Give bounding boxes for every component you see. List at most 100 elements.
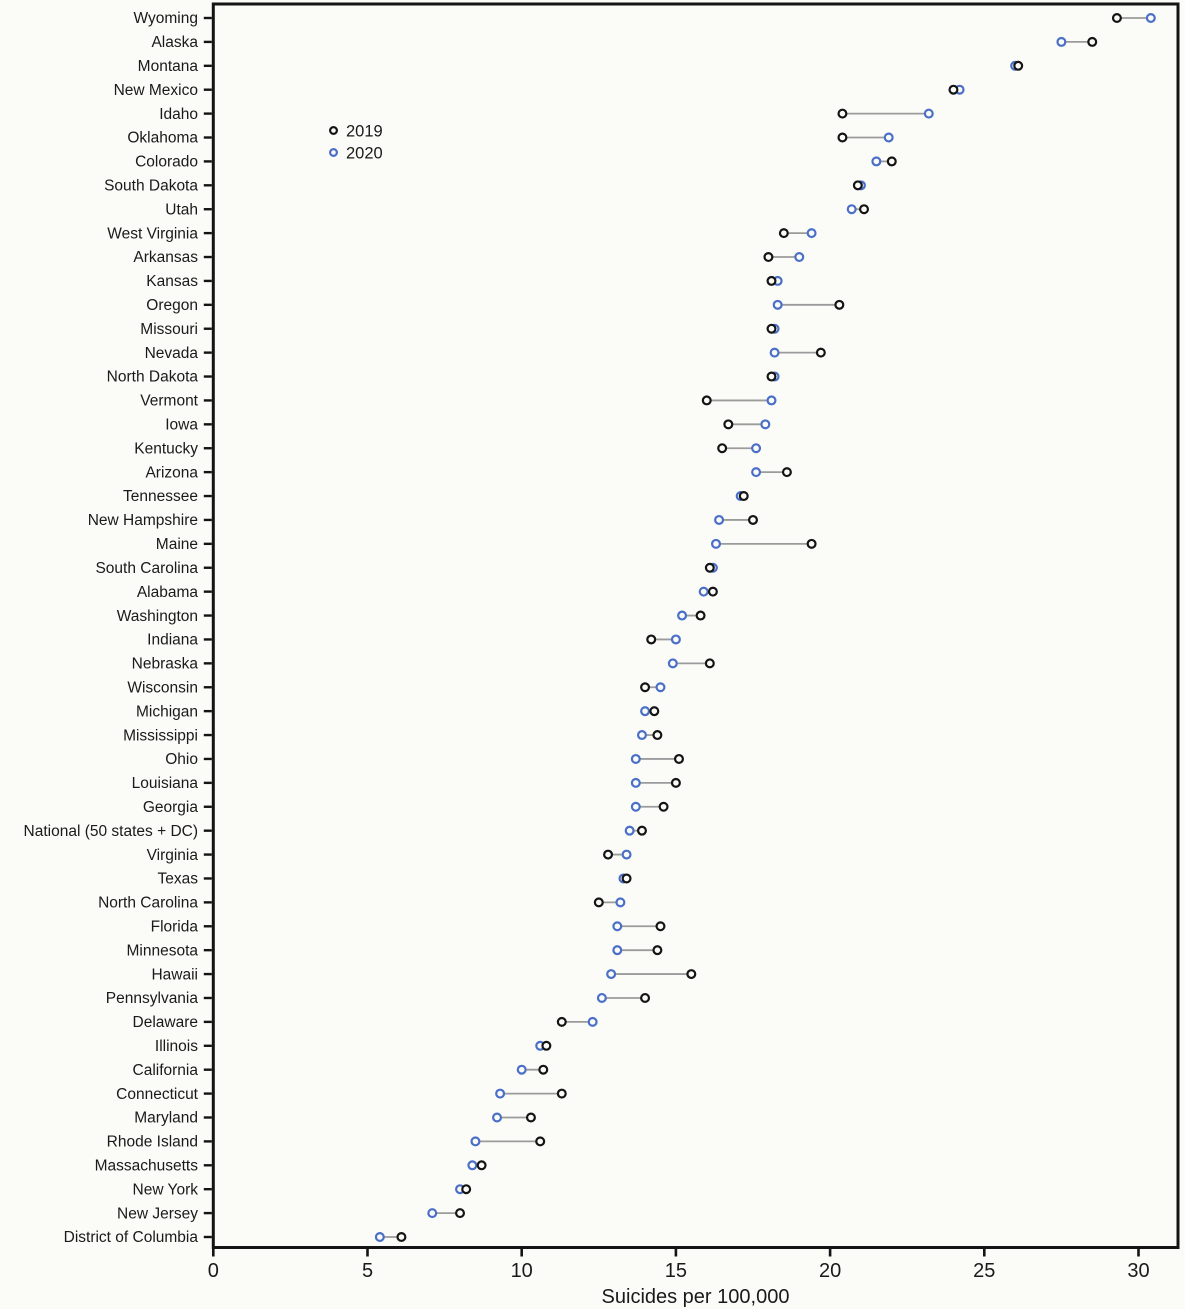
- dot-2020: [615, 897, 626, 908]
- chart-row: Kentucky: [134, 440, 762, 457]
- category-label: Michigan: [136, 703, 198, 720]
- dot-2020: [766, 395, 777, 406]
- chart-row: Iowa: [165, 417, 771, 434]
- chart-row: Maine: [156, 536, 817, 553]
- dot-2020: [846, 204, 857, 215]
- dot-2020: [624, 825, 635, 836]
- chart-row: Nevada: [145, 345, 826, 362]
- chart-row: Hawaii: [151, 966, 697, 983]
- category-label: Massachusetts: [95, 1157, 199, 1174]
- chart-row: Michigan: [136, 703, 660, 720]
- dot-2019: [806, 538, 817, 549]
- category-label: Arkansas: [133, 249, 198, 266]
- dot-2019: [778, 228, 789, 239]
- dot-2019: [652, 730, 663, 741]
- category-label: Maine: [156, 536, 198, 553]
- dot-2019: [640, 992, 651, 1003]
- category-label: National (50 states + DC): [24, 823, 198, 840]
- chart-row: North Carolina: [98, 895, 626, 912]
- x-tick-label: 30: [1127, 1260, 1149, 1282]
- chart-row: Colorado: [135, 154, 897, 171]
- dot-2019: [603, 849, 614, 860]
- chart-row: Rhode Island: [107, 1134, 546, 1151]
- chart-row: Wyoming: [134, 10, 1156, 27]
- chart-row: Maryland: [134, 1110, 536, 1127]
- dot-2020: [495, 1088, 506, 1099]
- category-label: Iowa: [165, 417, 198, 434]
- dot-2020: [1056, 36, 1067, 47]
- dot-2020: [698, 586, 709, 597]
- dot-2019: [837, 132, 848, 143]
- category-label: Kansas: [146, 273, 198, 290]
- chart-row: Arkansas: [133, 249, 805, 266]
- dot-2020: [612, 921, 623, 932]
- chart-row: Arizona: [145, 464, 792, 481]
- category-label: Nevada: [145, 345, 199, 362]
- dot-2019: [834, 299, 845, 310]
- x-tick-label: 0: [208, 1260, 219, 1282]
- category-label: New York: [133, 1181, 199, 1198]
- chart-row: Missouri: [140, 321, 780, 338]
- category-label: Louisiana: [132, 775, 199, 792]
- dot-2020: [630, 753, 641, 764]
- dot-2019: [948, 84, 959, 95]
- chart-row: California: [133, 1062, 549, 1079]
- dot-2019: [1013, 60, 1024, 71]
- plot-border: [211, 2, 1180, 1249]
- dot-2019: [525, 1112, 536, 1123]
- dot-2019: [476, 1160, 487, 1171]
- legend-label-2019: 2019: [346, 123, 383, 141]
- chart-row: Idaho: [159, 106, 934, 123]
- dot-2019: [396, 1232, 407, 1243]
- category-label: Virginia: [147, 847, 199, 864]
- chart-row: Connecticut: [116, 1086, 567, 1103]
- category-label: Minnesota: [126, 942, 198, 959]
- dot-2019: [707, 586, 718, 597]
- dot-2019: [670, 777, 681, 788]
- dot-2020: [760, 419, 771, 430]
- chart-row: South Carolina: [95, 560, 718, 577]
- dot-2019: [538, 1064, 549, 1075]
- category-label: Utah: [165, 201, 198, 218]
- dot-2019: [621, 873, 632, 884]
- chart-row: Virginia: [147, 847, 632, 864]
- chart-row: Florida: [151, 918, 666, 935]
- category-label: District of Columbia: [64, 1229, 199, 1246]
- x-axis-title: Suicides per 100,000: [602, 1286, 790, 1308]
- dot-2020: [710, 538, 721, 549]
- category-label: Pennsylvania: [106, 990, 199, 1007]
- dot-2019: [747, 514, 758, 525]
- x-tick-label: 20: [819, 1260, 841, 1282]
- chart-row: Alaska: [151, 34, 1098, 51]
- dot-2019: [695, 610, 706, 621]
- chart-row: Massachusetts: [95, 1157, 487, 1174]
- x-tick-label: 15: [665, 1260, 687, 1282]
- chart-row: Tennessee: [123, 488, 749, 505]
- dot-2020: [794, 252, 805, 263]
- category-label: California: [133, 1062, 199, 1079]
- category-label: Tennessee: [123, 488, 198, 505]
- dot-2020: [470, 1136, 481, 1147]
- dot-2019: [535, 1136, 546, 1147]
- category-label: Montana: [138, 58, 199, 75]
- category-label: Alabama: [137, 584, 199, 601]
- category-label: North Dakota: [107, 369, 199, 386]
- dot-2019: [1111, 13, 1122, 24]
- category-label: Illinois: [155, 1038, 198, 1055]
- category-label: New Jersey: [117, 1205, 198, 1222]
- chart-row: Ohio: [165, 751, 684, 768]
- category-label: Florida: [151, 918, 199, 935]
- category-label: Wyoming: [134, 10, 198, 27]
- dot-2019: [556, 1088, 567, 1099]
- dot-2019: [646, 634, 657, 645]
- chart-row: Louisiana: [132, 775, 681, 792]
- dot-2020: [630, 801, 641, 812]
- chart-row: New Hampshire: [88, 512, 758, 529]
- chart-row: Washington: [117, 608, 706, 625]
- category-label: Mississippi: [123, 727, 198, 744]
- dot-2019: [766, 275, 777, 286]
- dot-2020: [374, 1232, 385, 1243]
- x-tick-label: 25: [973, 1260, 995, 1282]
- dot-2019: [781, 467, 792, 478]
